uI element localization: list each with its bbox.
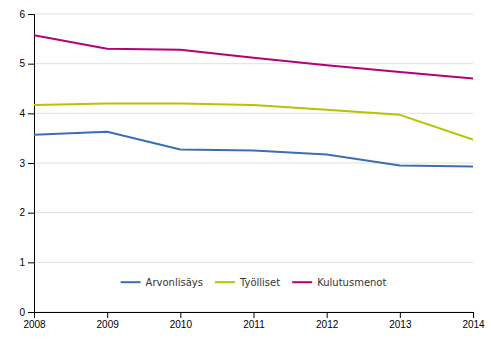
tick-label: 0 (19, 307, 25, 318)
tick: 2013 (389, 312, 412, 330)
tick-label: 2009 (97, 319, 120, 330)
series-line (34, 103, 473, 139)
tick-mark (473, 312, 474, 318)
tick-label: 2010 (170, 319, 193, 330)
tick-label: 6 (19, 9, 25, 20)
legend: Arvonlisäys Työlliset Kulutusmenot (116, 274, 392, 290)
legend-label: Arvonlisäys (146, 277, 203, 288)
tick-label: 2 (19, 207, 25, 218)
legend-item: Kulutusmenot (292, 277, 386, 288)
tick-label: 2008 (23, 319, 46, 330)
tick: 2011 (243, 312, 265, 330)
grid (34, 14, 473, 312)
grid-line (34, 63, 473, 64)
x-axis: 2008 2009 2010 2011 2012 2013 2014 (23, 312, 485, 330)
tick: 1 (19, 257, 34, 268)
tick-label: 2011 (243, 319, 265, 330)
legend-swatch (121, 281, 141, 283)
tick-mark (254, 312, 255, 318)
tick-label: 4 (19, 108, 25, 119)
tick: 2009 (97, 312, 120, 330)
tick-mark (400, 312, 401, 318)
tick: 2008 (23, 312, 46, 330)
grid-line (34, 163, 473, 164)
legend-swatch (292, 281, 312, 283)
legend-label: Kulutusmenot (317, 277, 386, 288)
tick: 2012 (316, 312, 339, 330)
tick: 0 (19, 307, 34, 318)
lines (34, 35, 473, 166)
legend-item: Työlliset (215, 277, 280, 288)
axis-line (28, 15, 35, 313)
plot-area: 2008 2009 2010 2011 2012 2013 2014 0 1 2 3 4 5 6 Arvon… (19, 9, 485, 330)
tick-mark (180, 312, 181, 318)
tick-mark (28, 14, 34, 15)
tick-mark (28, 262, 34, 263)
y-axis: 0 1 2 3 4 5 6 (19, 9, 34, 318)
tick: 4 (19, 108, 34, 119)
tick-label: 2014 (462, 319, 485, 330)
tick: 2 (19, 207, 34, 218)
axis-line (35, 313, 474, 319)
tick-label: 2012 (316, 319, 339, 330)
grid-line (34, 262, 473, 263)
tick-label: 2013 (389, 319, 412, 330)
tick-mark (28, 64, 34, 65)
tick: 2014 (462, 312, 485, 330)
legend-label: Työlliset (239, 277, 280, 288)
legend-item: Arvonlisäys (121, 277, 203, 288)
grid-line (34, 113, 473, 114)
tick: 6 (19, 9, 34, 20)
legend-background (116, 274, 392, 290)
chart: 2008 2009 2010 2011 2012 2013 2014 0 1 2 3 4 5 6 Arvon… (0, 0, 491, 340)
grid-line (34, 14, 473, 15)
tick: 5 (19, 58, 34, 69)
tick-mark (28, 113, 34, 114)
tick-label: 5 (19, 58, 25, 69)
tick: 2010 (170, 312, 193, 330)
tick-mark (28, 312, 34, 313)
grid-line (34, 212, 473, 213)
legend-swatch (215, 281, 235, 283)
tick-label: 3 (19, 158, 25, 169)
tick: 3 (19, 158, 34, 169)
series-line (34, 35, 473, 78)
tick-mark (107, 312, 108, 318)
tick-mark (327, 312, 328, 318)
tick-label: 1 (19, 257, 25, 268)
series-line (34, 132, 473, 167)
tick-mark (28, 163, 34, 164)
tick-mark (28, 213, 34, 214)
